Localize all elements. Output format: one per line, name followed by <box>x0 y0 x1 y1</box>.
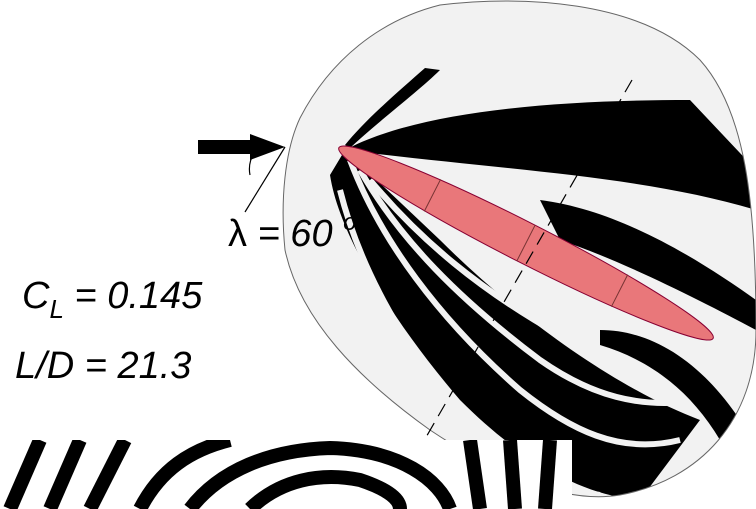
stripe-pattern <box>0 440 572 509</box>
figure: λ = 60 o CL = 0.145 L/D = 21.3 <box>0 0 756 509</box>
flow-arrow <box>198 134 285 160</box>
ratio-label: L/D = 21.3 <box>15 345 191 387</box>
sweep-label: λ = 60 o <box>228 209 357 255</box>
lift-label: CL = 0.145 <box>22 275 203 327</box>
